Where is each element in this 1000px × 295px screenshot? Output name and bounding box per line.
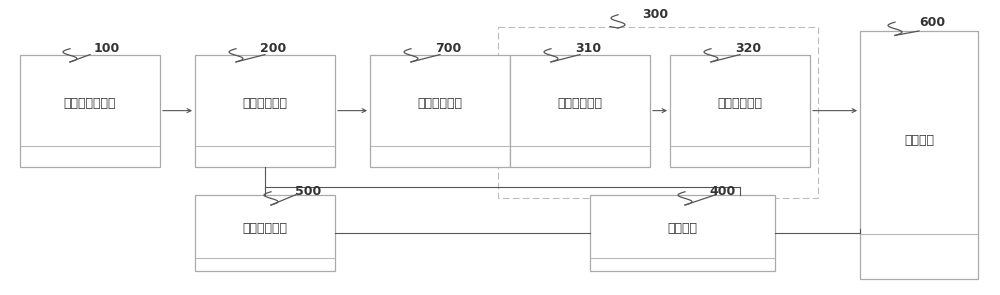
- Text: 电压转换模块: 电压转换模块: [242, 97, 288, 110]
- Text: 320: 320: [735, 42, 761, 55]
- Text: 600: 600: [919, 16, 945, 29]
- Text: 漏电流耦合模块: 漏电流耦合模块: [64, 97, 116, 110]
- Bar: [498, 27, 818, 198]
- Text: 300: 300: [642, 8, 668, 21]
- Text: 过压保护模块: 过压保护模块: [418, 97, 462, 110]
- Bar: [195, 195, 335, 271]
- Text: 500: 500: [295, 185, 321, 198]
- Text: 比较模块: 比较模块: [668, 222, 698, 235]
- Text: 第一放大单元: 第一放大单元: [558, 97, 603, 110]
- Bar: [20, 55, 160, 167]
- Text: 200: 200: [260, 42, 286, 55]
- Text: 100: 100: [94, 42, 120, 55]
- Text: 第二放大单元: 第二放大单元: [718, 97, 763, 110]
- Bar: [590, 195, 775, 271]
- Text: 处理模块: 处理模块: [904, 134, 934, 147]
- Bar: [510, 55, 650, 167]
- Text: 310: 310: [575, 42, 601, 55]
- Text: 700: 700: [435, 42, 461, 55]
- Text: 基准电压模块: 基准电压模块: [242, 222, 288, 235]
- Text: 400: 400: [709, 185, 735, 198]
- Bar: [860, 31, 978, 279]
- Bar: [370, 55, 510, 167]
- Bar: [670, 55, 810, 167]
- Bar: [195, 55, 335, 167]
